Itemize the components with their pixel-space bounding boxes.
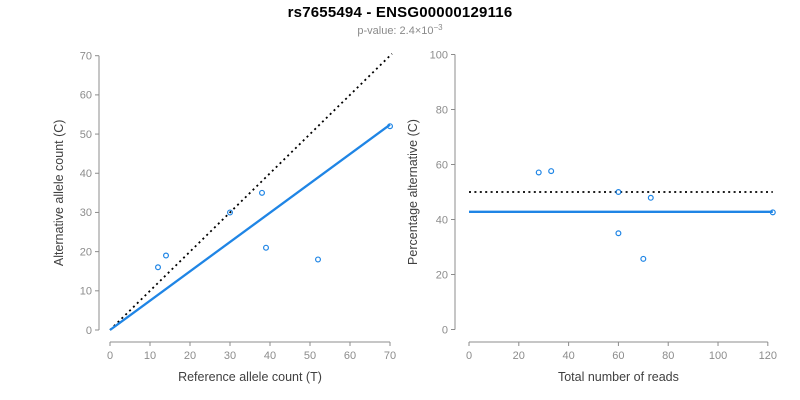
x-tick-label: 0: [107, 350, 113, 362]
data-point: [315, 256, 322, 263]
identity-line: [109, 53, 393, 331]
y-tick-label: 0: [86, 325, 92, 337]
data-point: [640, 255, 647, 262]
x-tick-label: 60: [344, 350, 356, 362]
data-point: [535, 169, 542, 176]
y-axis-title: Alternative allele count (C): [52, 120, 66, 267]
x-tick-label: 70: [384, 350, 396, 362]
data-point: [155, 264, 162, 271]
y-tick-label: 40: [80, 168, 92, 180]
x-tick-label: 10: [144, 350, 156, 362]
x-tick-label: 50: [304, 350, 316, 362]
x-tick-label: 40: [264, 350, 276, 362]
x-axis-title: Reference allele count (T): [178, 370, 322, 384]
y-tick-label: 20: [436, 269, 448, 281]
x-tick-label: 20: [513, 350, 525, 362]
data-point: [163, 252, 170, 259]
y-tick-label: 100: [430, 49, 448, 61]
panel-percentage-vs-depth: 0 20 40 60 80 100 120 Total number of reads 0 20 4…: [406, 49, 777, 384]
data-point: [647, 194, 654, 201]
x-tick-label: 60: [612, 350, 624, 362]
y-tick-label: 20: [80, 246, 92, 258]
data-point: [615, 189, 622, 196]
data-point: [263, 244, 270, 251]
data-point: [769, 209, 776, 216]
y-axis-title: Percentage alternative (C): [406, 119, 420, 265]
x-tick-label: 80: [662, 350, 674, 362]
data-point: [387, 123, 394, 130]
data-point: [227, 209, 234, 216]
data-point: [259, 189, 266, 196]
x-tick-label: 30: [224, 350, 236, 362]
regression-line: [109, 123, 391, 331]
x-tick-label: 120: [759, 350, 777, 362]
y-tick-label: 60: [436, 159, 448, 171]
y-tick-label: 40: [436, 214, 448, 226]
y-tick-label: 10: [80, 286, 92, 298]
x-axis-title: Total number of reads: [558, 370, 679, 384]
y-tick-label: 30: [80, 207, 92, 219]
y-tick-label: 70: [80, 51, 92, 63]
x-tick-label: 0: [466, 350, 472, 362]
y-tick-label: 0: [442, 324, 448, 336]
x-tick-label: 100: [709, 350, 727, 362]
data-point: [548, 168, 555, 175]
y-tick-label: 50: [80, 129, 92, 141]
x-tick-label: 40: [562, 350, 574, 362]
y-tick-label: 60: [80, 90, 92, 102]
panel-allele-counts: 0 10 20 30 40 50 60 70 Reference allele count (T…: [52, 51, 396, 385]
data-point: [615, 230, 622, 237]
x-tick-label: 20: [184, 350, 196, 362]
y-tick-label: 80: [436, 104, 448, 116]
